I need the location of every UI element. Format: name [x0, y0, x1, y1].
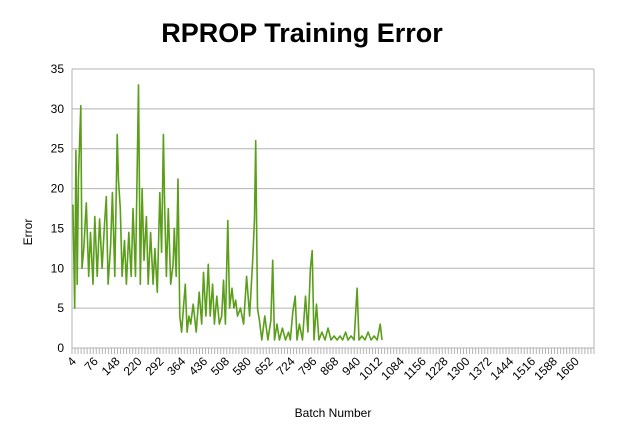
chart-title: RPROP Training Error — [161, 18, 443, 48]
x-tick-label: 148 — [99, 354, 123, 378]
y-tick-label: 20 — [51, 182, 65, 196]
x-tick-label: 1228 — [422, 354, 451, 383]
x-tick-label: 868 — [317, 354, 341, 378]
series-line — [72, 84, 383, 341]
y-tick-label: 5 — [57, 301, 64, 315]
y-tick-label: 0 — [57, 341, 64, 355]
x-tick-label: 4 — [64, 354, 79, 369]
y-tick-label: 30 — [51, 102, 65, 116]
x-tick-label: 1300 — [444, 354, 473, 383]
x-tick-label: 508 — [208, 354, 232, 378]
x-tick-label: 724 — [274, 354, 298, 378]
x-tick-label: 1084 — [378, 354, 407, 383]
x-tick-label: 292 — [142, 354, 166, 378]
x-tick-label: 796 — [295, 354, 319, 378]
x-tick-label: 364 — [164, 354, 188, 378]
y-tick-labels: 0 5 10 15 20 25 30 35 — [51, 62, 65, 355]
x-tick-label: 1516 — [509, 354, 538, 383]
x-tick-label: 1660 — [553, 354, 582, 383]
x-tick-label: 652 — [252, 354, 276, 378]
series-layer — [72, 84, 383, 341]
x-axis-label: Batch Number — [294, 406, 372, 420]
x-tick-label: 220 — [121, 354, 145, 378]
gridlines — [71, 68, 595, 354]
y-axis-label: Error — [21, 218, 35, 246]
x-tick-label: 76 — [82, 354, 102, 374]
x-tick-labels: 4 761482202923644365085806527247968689401… — [64, 354, 582, 383]
x-tick-label: 580 — [230, 354, 254, 378]
x-tick-label: 1588 — [531, 354, 560, 383]
x-tick-label: 1372 — [466, 354, 495, 383]
y-tick-label: 35 — [51, 62, 65, 76]
y-tick-label: 10 — [51, 261, 65, 275]
x-tick-label: 1012 — [356, 354, 385, 383]
x-tick-label: 436 — [186, 354, 210, 378]
x-tick-label: 1156 — [401, 354, 429, 382]
y-tick-label: 15 — [51, 221, 65, 235]
y-tick-label: 25 — [51, 142, 65, 156]
x-tick-label: 1444 — [488, 354, 517, 383]
